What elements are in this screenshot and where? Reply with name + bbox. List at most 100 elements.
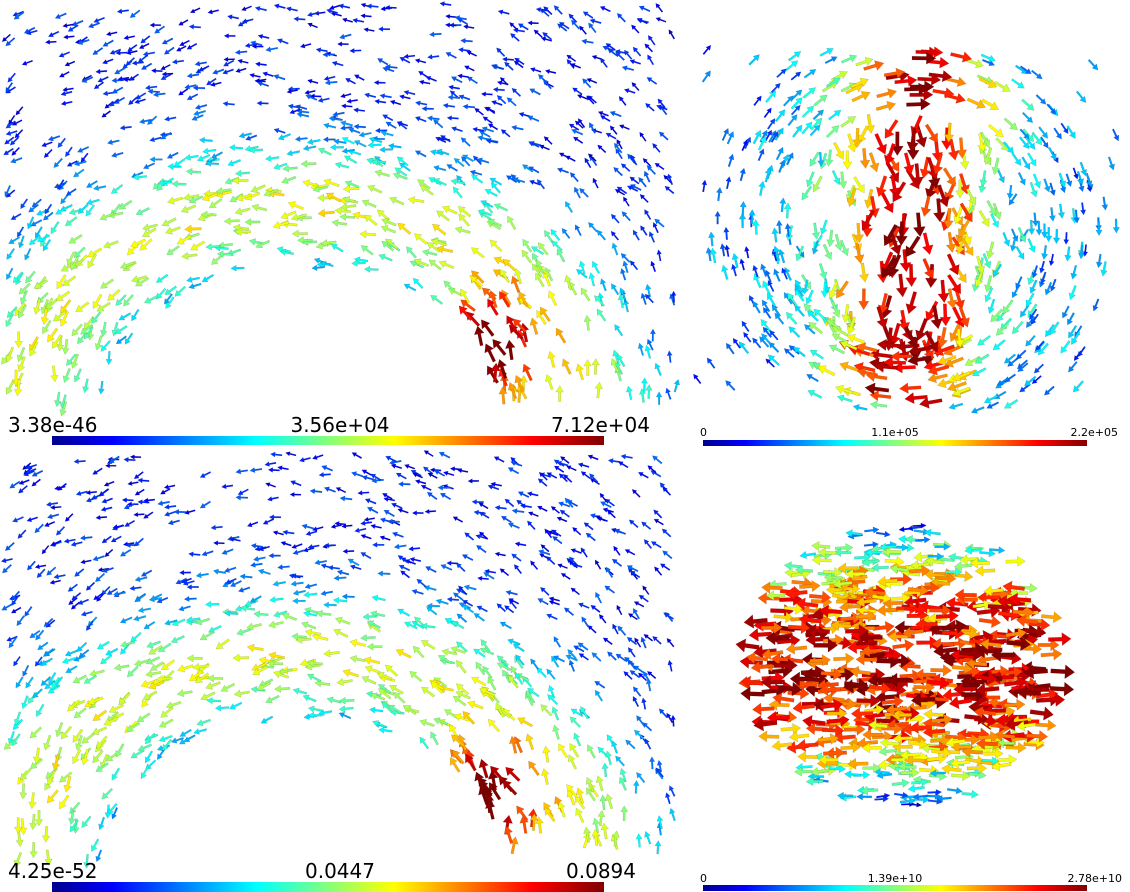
vector-arrow bbox=[884, 555, 905, 567]
vector-arrow bbox=[315, 609, 332, 618]
vector-arrow bbox=[527, 115, 540, 123]
vector-arrow bbox=[23, 26, 36, 34]
vector-arrow bbox=[282, 529, 295, 536]
vector-arrow bbox=[323, 542, 336, 549]
vector-arrow bbox=[371, 594, 386, 602]
vector-arrow bbox=[1011, 320, 1024, 335]
vector-arrow bbox=[620, 267, 627, 281]
vector-arrow bbox=[397, 555, 409, 564]
vector-arrow bbox=[305, 530, 318, 536]
vector-arrow bbox=[725, 380, 736, 391]
vector-arrow bbox=[493, 203, 508, 212]
vector-arrow bbox=[41, 141, 53, 148]
vector-arrow bbox=[244, 218, 261, 226]
vector-arrow bbox=[215, 186, 232, 195]
vector-arrow bbox=[746, 651, 769, 665]
vector-arrow bbox=[254, 78, 266, 84]
vector-arrow bbox=[958, 306, 970, 328]
vector-arrow bbox=[361, 676, 377, 685]
vector-arrow bbox=[209, 81, 222, 87]
vector-arrow bbox=[71, 592, 82, 601]
vector-arrow bbox=[12, 718, 24, 730]
vector-arrow bbox=[163, 484, 176, 490]
vector-arrow bbox=[855, 653, 878, 666]
vector-arrow bbox=[1019, 383, 1031, 393]
vector-arrow bbox=[731, 263, 738, 277]
vector-arrow bbox=[594, 381, 603, 399]
vector-arrow bbox=[1072, 167, 1079, 180]
vector-arrow bbox=[572, 87, 583, 96]
colorbar-label: 0.0894 bbox=[566, 859, 636, 883]
vector-arrow bbox=[868, 152, 880, 173]
vector-arrow bbox=[656, 759, 663, 773]
vector-arrow bbox=[414, 58, 427, 64]
vector-arrow bbox=[465, 753, 477, 772]
vector-arrow bbox=[599, 501, 612, 509]
vector-arrow bbox=[389, 99, 402, 106]
vector-arrow bbox=[433, 717, 449, 726]
vector-arrow bbox=[178, 19, 189, 26]
vector-arrow bbox=[155, 674, 173, 684]
vector-arrow bbox=[1077, 346, 1086, 358]
vector-arrow bbox=[583, 826, 592, 843]
vector-arrow bbox=[771, 739, 793, 752]
vector-arrow bbox=[912, 793, 928, 801]
vector-arrow bbox=[458, 305, 473, 322]
vector-arrow bbox=[164, 619, 178, 626]
vector-arrow bbox=[1010, 228, 1019, 243]
vector-arrow bbox=[572, 526, 582, 536]
vector-arrow bbox=[321, 465, 334, 472]
vector-arrow bbox=[351, 471, 364, 478]
vector-arrow bbox=[569, 743, 580, 758]
vector-arrow bbox=[317, 193, 334, 202]
vector-arrow bbox=[514, 268, 523, 285]
vector-arrow bbox=[428, 31, 442, 38]
vector-arrow bbox=[18, 479, 30, 485]
vector-arrow bbox=[192, 85, 206, 91]
vector-arrow bbox=[99, 212, 115, 221]
vector-arrow bbox=[367, 141, 382, 149]
vector-arrow bbox=[934, 542, 951, 551]
vector-arrow bbox=[916, 635, 940, 650]
vector-arrow bbox=[298, 456, 311, 463]
vector-arrow bbox=[70, 541, 83, 547]
vector-arrow bbox=[290, 573, 304, 579]
vector-arrow bbox=[580, 471, 591, 480]
vector-arrow bbox=[83, 326, 94, 340]
vector-arrow bbox=[748, 209, 756, 225]
vector-arrow bbox=[222, 100, 235, 107]
vector-arrow bbox=[1011, 78, 1025, 89]
vector-arrow bbox=[937, 326, 948, 349]
vector-arrow bbox=[788, 730, 810, 743]
vector-arrow bbox=[145, 656, 161, 665]
vector-arrow bbox=[508, 674, 519, 689]
vector-arrow bbox=[781, 267, 789, 280]
vector-arrow bbox=[823, 572, 843, 583]
vector-arrow bbox=[974, 353, 990, 364]
vector-arrow bbox=[11, 119, 23, 126]
vector-arrow bbox=[975, 737, 998, 750]
vector-arrow bbox=[26, 516, 39, 523]
vector-arrow bbox=[856, 693, 881, 708]
vector-arrow bbox=[993, 80, 1011, 92]
vector-arrow bbox=[592, 177, 599, 189]
vector-arrow bbox=[760, 318, 772, 333]
vector-arrow bbox=[439, 492, 452, 501]
vector-arrow bbox=[757, 135, 767, 151]
vector-arrow bbox=[52, 310, 67, 322]
vector-arrow bbox=[1015, 246, 1025, 260]
vector-arrow bbox=[134, 488, 145, 496]
vector-arrow bbox=[110, 183, 124, 194]
vector-arrow bbox=[768, 130, 777, 143]
vector-arrow bbox=[613, 166, 624, 177]
vector-arrow bbox=[396, 120, 409, 127]
vector-arrow bbox=[335, 487, 347, 494]
vector-arrow bbox=[428, 259, 442, 271]
vector-arrow bbox=[155, 273, 169, 283]
vector-arrow bbox=[205, 600, 220, 608]
vector-arrow bbox=[803, 324, 816, 335]
vector-arrow bbox=[192, 662, 209, 672]
vector-arrow bbox=[317, 208, 335, 218]
vector-arrow bbox=[326, 696, 342, 704]
vector-arrow bbox=[612, 830, 620, 847]
